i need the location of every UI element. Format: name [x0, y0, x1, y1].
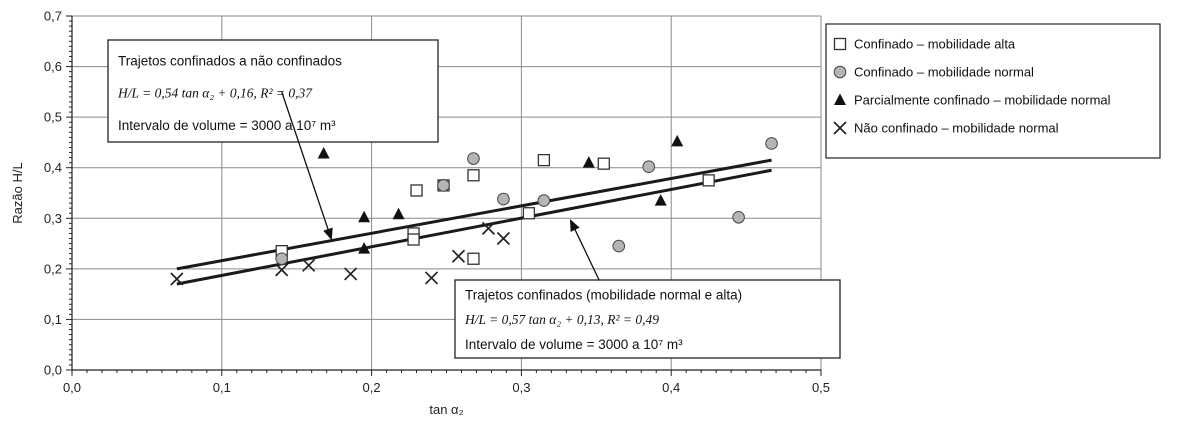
x-tick-label: 0,3 — [512, 380, 530, 395]
annotation-box — [107, 39, 439, 143]
triangle-data-point — [358, 210, 371, 223]
x-data-point — [275, 263, 289, 277]
circle-data-point — [497, 192, 510, 206]
square-data-point — [537, 153, 551, 167]
legend-square-icon — [833, 37, 847, 51]
triangle-data-point — [654, 194, 667, 206]
circle-data-point — [275, 252, 289, 266]
circle-data-point — [642, 160, 656, 174]
annotation-box — [454, 279, 841, 359]
annotation-text: Trajetos confinados (mobilidade normal e… — [465, 287, 742, 302]
annotation-arrow — [569, 219, 600, 281]
square-data-point — [410, 184, 423, 197]
x-data-point — [424, 271, 439, 285]
x-tick-label: 0,5 — [812, 380, 830, 395]
y-tick-label: 0,4 — [44, 160, 62, 175]
y-axis-title: Razão H/L — [10, 162, 25, 223]
y-tick-label: 0,2 — [44, 261, 62, 276]
triangle-data-point — [317, 147, 330, 159]
y-tick-label: 0,3 — [44, 211, 62, 226]
x-tick-label: 0,2 — [363, 380, 381, 395]
legend-label: Não confinado – mobilidade normal — [854, 121, 1059, 136]
circle-data-point — [765, 137, 778, 150]
regression-line — [176, 168, 772, 286]
circle-data-point — [732, 210, 745, 224]
circle-data-point — [612, 239, 626, 253]
x-tick-label: 0,4 — [662, 380, 680, 395]
annotation-arrow — [281, 91, 333, 241]
x-tick-label: 0,1 — [213, 380, 231, 395]
annotation-text: Intervalo de volume = 3000 a 10⁷ m³ — [118, 118, 336, 133]
legend-triangle-icon — [834, 93, 846, 105]
square-data-point — [467, 169, 480, 182]
square-data-point — [467, 252, 480, 265]
circle-data-point — [537, 194, 551, 207]
circle-data-point — [467, 152, 480, 165]
y-tick-label: 0,5 — [44, 110, 62, 125]
square-data-point — [522, 207, 536, 220]
y-tick-label: 0,7 — [44, 9, 62, 24]
legend-label: Confinado – mobilidade normal — [854, 65, 1034, 80]
x-data-point — [170, 272, 184, 286]
annotation-equation: H/L = 0,57 tan α₂ + 0,13, R² = 0,49 — [464, 312, 659, 327]
annotation-text: Intervalo de volume = 3000 a 10⁷ m³ — [465, 337, 683, 352]
square-data-point — [597, 157, 610, 170]
y-tick-label: 0,6 — [44, 59, 62, 74]
legend-box — [825, 23, 1161, 159]
y-tick-label: 0,1 — [44, 312, 62, 327]
legend-x-icon — [833, 121, 847, 135]
x-data-point — [451, 249, 466, 263]
annotation-equation: H/L = 0,54 tan α₂ + 0,16, R² = 0,37 — [117, 86, 313, 101]
x-data-point — [344, 267, 358, 281]
annotation-text: Trajetos confinados a não confinados — [118, 53, 342, 68]
triangle-data-point — [358, 242, 371, 254]
x-axis-title: tan α₂ — [429, 402, 463, 417]
x-data-point — [481, 221, 496, 236]
x-tick-label: 0,0 — [63, 380, 81, 395]
y-tick-label: 0,0 — [44, 363, 62, 378]
legend-circle-icon — [833, 65, 847, 79]
x-data-point — [496, 231, 511, 246]
square-data-point — [702, 174, 715, 187]
x-data-point — [302, 258, 316, 272]
square-data-point — [407, 233, 420, 246]
legend-label: Parcialmente confinado – mobilidade norm… — [854, 93, 1111, 108]
legend-label: Confinado – mobilidade alta — [854, 37, 1016, 52]
circle-data-point — [437, 179, 450, 192]
triangle-data-point — [671, 134, 684, 147]
triangle-data-point — [582, 156, 595, 168]
triangle-data-point — [392, 207, 405, 220]
